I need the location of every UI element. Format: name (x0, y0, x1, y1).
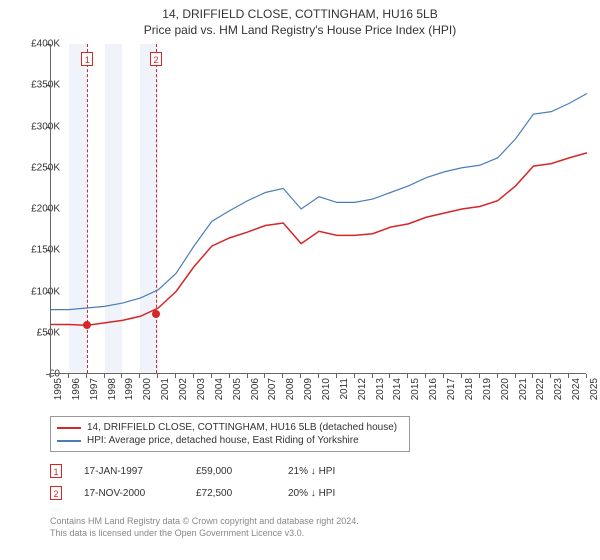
annotation-marker: 2 (50, 486, 62, 500)
x-tick-label: 2012 (357, 378, 368, 400)
x-tick-label: 2002 (178, 378, 189, 400)
legend-swatch (57, 440, 81, 442)
x-tick-label: 2017 (446, 378, 457, 400)
x-tick-label: 2007 (267, 378, 278, 400)
series-lines (51, 44, 586, 373)
x-tick-label: 2016 (428, 378, 439, 400)
legend: 14, DRIFFIELD CLOSE, COTTINGHAM, HU16 5L… (50, 416, 410, 452)
annotation-price: £72,500 (196, 488, 266, 499)
x-tick-label: 2000 (142, 378, 153, 400)
annotation-table: 1 17-JAN-1997 £59,000 21% ↓ HPI 2 17-NOV… (50, 460, 378, 504)
x-tick-label: 1996 (71, 378, 82, 400)
x-tick-label: 2023 (553, 378, 564, 400)
footer: Contains HM Land Registry data © Crown c… (50, 516, 359, 539)
x-tick-label: 2022 (535, 378, 546, 400)
x-tick-label: 1998 (107, 378, 118, 400)
x-tick-label: 2020 (500, 378, 511, 400)
plot-area: 12 (50, 44, 586, 374)
x-tick-label: 2013 (375, 378, 386, 400)
data-point (152, 310, 160, 318)
x-tick-label: 2006 (250, 378, 261, 400)
legend-label: HPI: Average price, detached house, East… (87, 435, 359, 446)
legend-swatch (57, 427, 81, 429)
annotation-row: 1 17-JAN-1997 £59,000 21% ↓ HPI (50, 460, 378, 482)
x-tick-label: 2008 (285, 378, 296, 400)
annotation-marker: 1 (50, 464, 62, 478)
x-tick-label: 1997 (89, 378, 100, 400)
x-tick-label: 2021 (518, 378, 529, 400)
annotation-date: 17-JAN-1997 (84, 466, 174, 477)
x-tick-label: 2014 (392, 378, 403, 400)
series-property (51, 153, 587, 325)
x-tick-label: 2003 (196, 378, 207, 400)
chart-container: 14, DRIFFIELD CLOSE, COTTINGHAM, HU16 5L… (0, 0, 600, 560)
legend-item-hpi: HPI: Average price, detached house, East… (57, 434, 403, 447)
marker-box: 1 (81, 52, 93, 66)
x-tick-label: 1999 (124, 378, 135, 400)
x-tick-label: 2011 (339, 378, 350, 400)
chart-title: 14, DRIFFIELD CLOSE, COTTINGHAM, HU16 5L… (0, 0, 600, 23)
x-tick-label: 2018 (464, 378, 475, 400)
x-tick-label: 2019 (482, 378, 493, 400)
x-tick-label: 2024 (571, 378, 582, 400)
series-hpi (51, 94, 587, 310)
chart-subtitle: Price paid vs. HM Land Registry's House … (0, 23, 600, 41)
annotation-row: 2 17-NOV-2000 £72,500 20% ↓ HPI (50, 482, 378, 504)
x-tick-label: 2015 (410, 378, 421, 400)
x-tick-label: 2001 (160, 378, 171, 400)
footer-line: This data is licensed under the Open Gov… (50, 528, 359, 540)
marker-box: 2 (150, 52, 162, 66)
x-tick-label: 2005 (232, 378, 243, 400)
x-tick-label: 2025 (589, 378, 600, 400)
x-tick-label: 2010 (321, 378, 332, 400)
x-tick-label: 2004 (214, 378, 225, 400)
legend-item-property: 14, DRIFFIELD CLOSE, COTTINGHAM, HU16 5L… (57, 421, 403, 434)
annotation-pct: 21% ↓ HPI (288, 466, 378, 477)
x-tick-label: 2009 (303, 378, 314, 400)
data-point (83, 321, 91, 329)
annotation-pct: 20% ↓ HPI (288, 488, 378, 499)
x-tick-label: 1995 (53, 378, 64, 400)
annotation-date: 17-NOV-2000 (84, 488, 174, 499)
legend-label: 14, DRIFFIELD CLOSE, COTTINGHAM, HU16 5L… (87, 422, 397, 433)
annotation-price: £59,000 (196, 466, 266, 477)
footer-line: Contains HM Land Registry data © Crown c… (50, 516, 359, 528)
